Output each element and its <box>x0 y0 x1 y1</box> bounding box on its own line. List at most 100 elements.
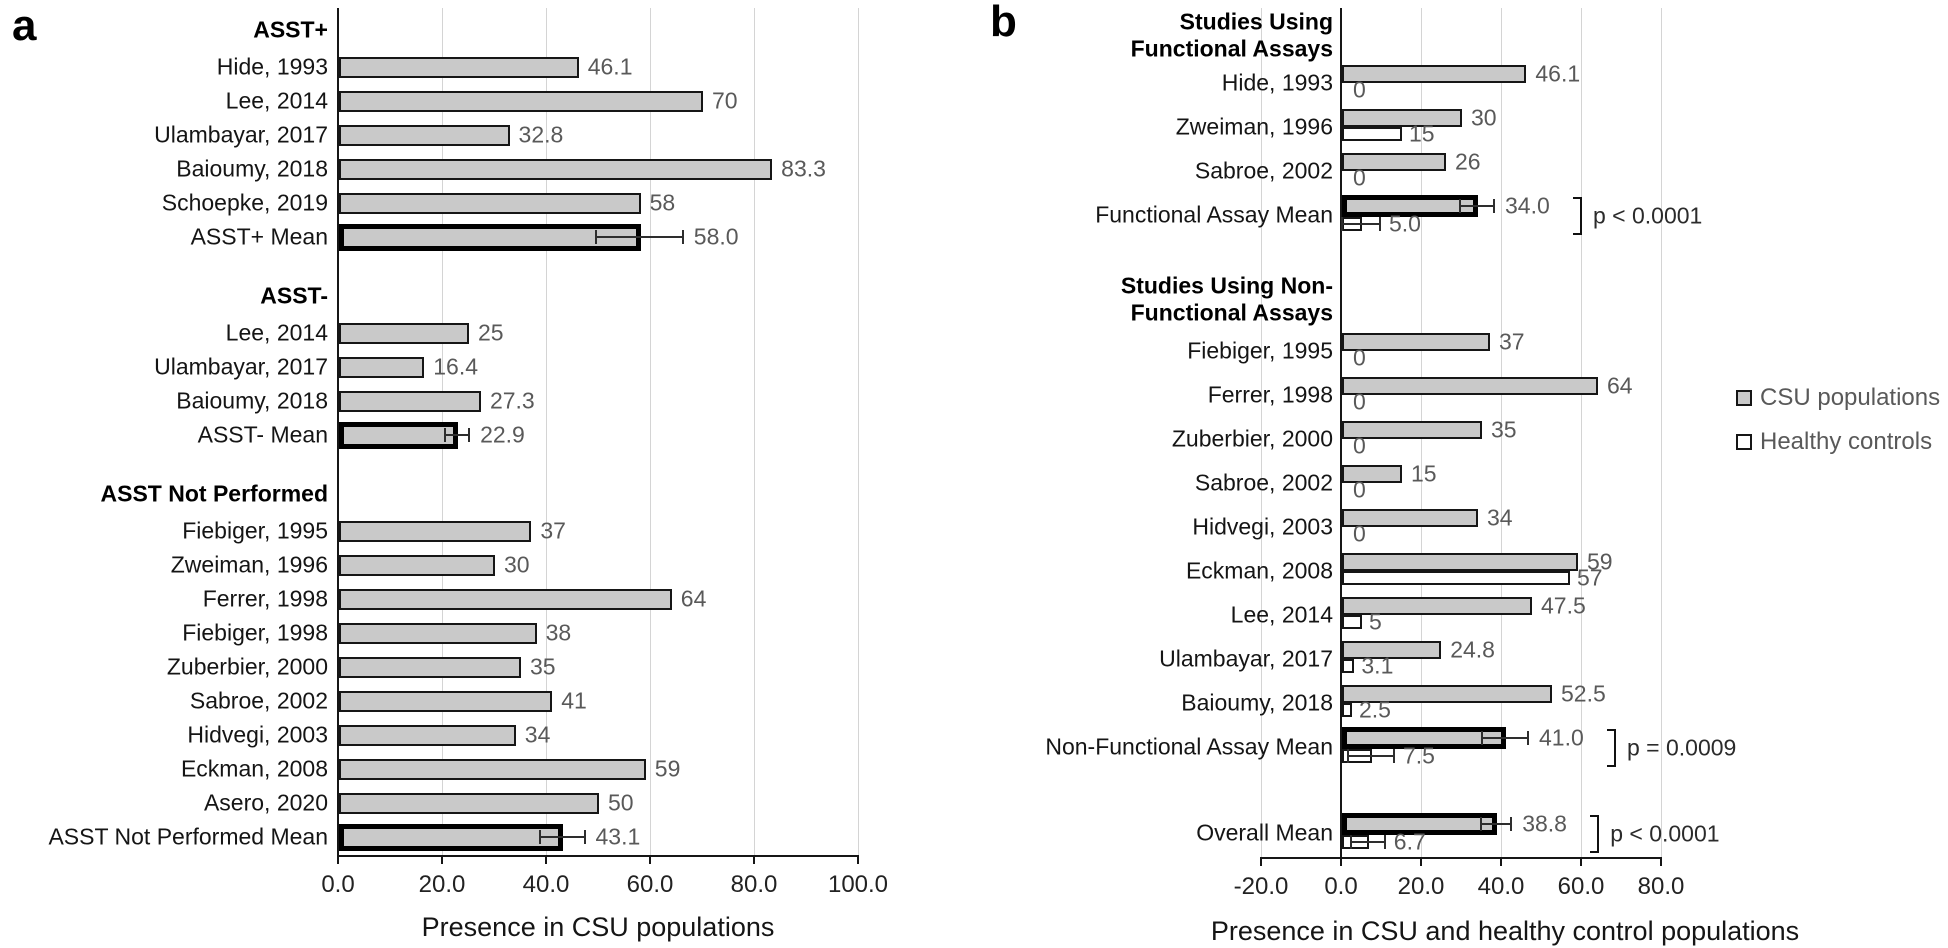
value-label-healthy: 57 <box>1577 564 1603 591</box>
category-label: Eckman, 2008 <box>1185 557 1333 584</box>
value-label: 27.3 <box>489 387 535 414</box>
bar-healthy <box>1342 571 1570 585</box>
value-label-csu: 24.8 <box>1450 636 1495 663</box>
x-axis-tick <box>337 855 339 864</box>
category-label: Sabroe, 2002 <box>1194 157 1333 184</box>
p-value-label: p < 0.0001 <box>1593 202 1703 229</box>
value-label-healthy: 0 <box>1353 388 1366 415</box>
group-header: Studies Using Non- <box>1120 272 1333 298</box>
gridline <box>1261 8 1262 857</box>
p-value-label: p = 0.0009 <box>1627 734 1737 761</box>
value-label-healthy: 7.5 <box>1403 742 1435 769</box>
x-axis-tick-label: 20.0 <box>1397 873 1445 900</box>
value-label-healthy: 5 <box>1369 608 1382 635</box>
bar-healthy <box>1342 615 1362 629</box>
gridline <box>546 8 547 855</box>
value-label-csu: 15 <box>1411 460 1437 487</box>
category-label: Lee, 2014 <box>225 319 328 346</box>
category-label: Hidvegi, 2003 <box>187 721 328 748</box>
bar-csu <box>1342 109 1462 127</box>
gridline <box>754 8 755 855</box>
error-bar-cap <box>1347 749 1349 763</box>
panel-a-letter: a <box>12 1 37 50</box>
x-axis-tick-label: 20.0 <box>418 871 466 898</box>
category-label: Overall Mean <box>1196 819 1333 846</box>
bar <box>339 158 773 180</box>
x-axis-tick-label: 80.0 <box>730 871 778 898</box>
error-bar-cap <box>444 428 447 442</box>
error-bar-cap <box>595 230 598 244</box>
x-axis-tick <box>441 855 443 864</box>
bar <box>339 622 537 644</box>
value-label-healthy: 2.5 <box>1359 696 1391 723</box>
value-label: 43.1 <box>595 823 641 850</box>
category-label: Zuberbier, 2000 <box>1171 425 1333 452</box>
x-axis-tick <box>1580 857 1582 866</box>
bar-csu <box>1342 421 1482 439</box>
gridline <box>650 8 651 855</box>
error-bar <box>1349 841 1386 843</box>
bar <box>339 56 579 78</box>
error-bar <box>1459 205 1495 207</box>
x-axis-tick-label: 60.0 <box>1557 873 1605 900</box>
x-axis-tick <box>1420 857 1422 866</box>
bar-csu <box>1342 597 1532 615</box>
bar <box>339 758 646 780</box>
bar <box>339 724 516 746</box>
value-label: 70 <box>712 87 738 114</box>
error-bar-cap <box>1459 199 1461 213</box>
value-label-healthy: 3.1 <box>1361 652 1394 679</box>
error-bar <box>595 236 684 238</box>
category-label: Ulambayar, 2017 <box>1159 645 1333 672</box>
category-label: Sabroe, 2002 <box>189 687 328 714</box>
category-label: Schoepke, 2019 <box>161 189 328 216</box>
value-label-csu: 47.5 <box>1541 592 1586 619</box>
error-bar-cap <box>468 428 471 442</box>
x-axis-tick <box>1340 857 1342 866</box>
x-axis-line <box>1260 857 1662 859</box>
value-label: 32.8 <box>518 121 564 148</box>
value-label: 38 <box>545 619 572 646</box>
y-axis-line <box>1340 8 1342 857</box>
category-label: Ulambayar, 2017 <box>154 121 328 148</box>
group-header: ASST Not Performed <box>100 480 328 507</box>
category-label: Fiebiger, 1998 <box>182 619 328 646</box>
error-bar <box>1481 737 1529 739</box>
category-label: Functional Assay Mean <box>1095 201 1333 228</box>
x-axis-tick-label: -20.0 <box>1233 873 1289 900</box>
bar-csu <box>1342 377 1598 395</box>
category-label: Ulambayar, 2017 <box>154 353 328 380</box>
bar <box>339 554 495 576</box>
category-label: Non-Functional Assay Mean <box>1045 733 1333 760</box>
value-label-csu: 64 <box>1607 372 1633 399</box>
legend-item-csu: CSU populations <box>1736 384 1940 412</box>
bar <box>339 656 521 678</box>
category-label: Hide, 1993 <box>1221 69 1333 96</box>
error-bar-cap <box>1510 817 1513 831</box>
x-axis-tick <box>649 855 651 864</box>
x-axis-tick-label: 40.0 <box>522 871 570 898</box>
error-bar <box>1480 823 1513 825</box>
error-bar-cap <box>1393 749 1395 763</box>
p-bracket <box>1590 815 1600 853</box>
value-label-csu: 35 <box>1491 416 1517 443</box>
error-bar-cap <box>1480 817 1483 831</box>
error-bar <box>444 434 471 436</box>
p-value-label: p < 0.0001 <box>1610 820 1720 847</box>
bar <box>339 690 553 712</box>
bar-csu <box>1342 333 1490 351</box>
value-label-csu: 46.1 <box>1535 60 1581 87</box>
error-bar-cap <box>1349 835 1352 849</box>
category-label: Zuberbier, 2000 <box>166 653 328 680</box>
error-bar-cap <box>538 830 541 844</box>
bar <box>339 792 599 814</box>
category-label: ASST- Mean <box>197 421 328 448</box>
mean-bar <box>339 823 564 851</box>
error-bar <box>1347 755 1395 757</box>
value-label-csu: 26 <box>1455 148 1481 175</box>
value-label: 16.4 <box>433 353 479 380</box>
value-label: 50 <box>608 789 634 816</box>
x-axis-tick <box>1260 857 1262 866</box>
value-label-csu: 37 <box>1499 328 1525 355</box>
